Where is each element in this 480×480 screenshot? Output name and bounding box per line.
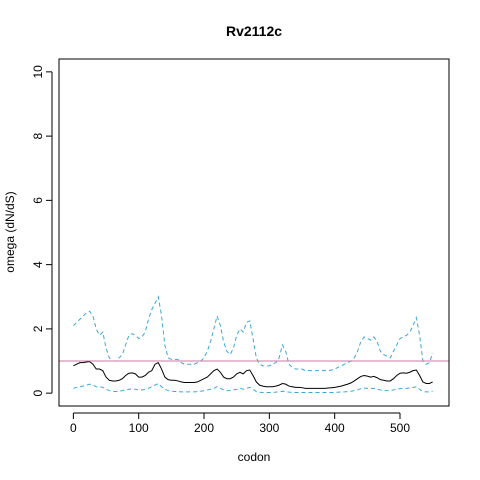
series-line-lower	[73, 382, 433, 394]
series-line-upper	[73, 295, 434, 372]
x-tick-label: 100	[129, 421, 149, 435]
x-tick-label: 400	[325, 421, 345, 435]
series-layer	[73, 295, 434, 394]
y-tick-label: 2	[31, 325, 45, 332]
chart-title: Rv2112c	[226, 23, 282, 39]
plot-frame	[58, 58, 450, 407]
x-axis-label: codon	[238, 450, 271, 464]
x-tick-label: 500	[390, 421, 410, 435]
y-tick-label: 4	[31, 261, 45, 268]
y-tick-label: 10	[31, 65, 45, 79]
x-tick-label: 300	[259, 421, 279, 435]
series-line-omega	[73, 361, 433, 389]
y-tick-label: 0	[31, 389, 45, 396]
x-tick-label: 0	[70, 421, 77, 435]
x-axis: 0 100 200 300 400 500	[70, 412, 410, 435]
y-axis: 0 2 4 6 8 10	[31, 65, 53, 396]
x-tick-label: 200	[194, 421, 214, 435]
y-tick-label: 6	[31, 197, 45, 204]
y-axis-label: omega (dN/dS)	[3, 191, 17, 272]
y-tick-label: 8	[31, 132, 45, 139]
